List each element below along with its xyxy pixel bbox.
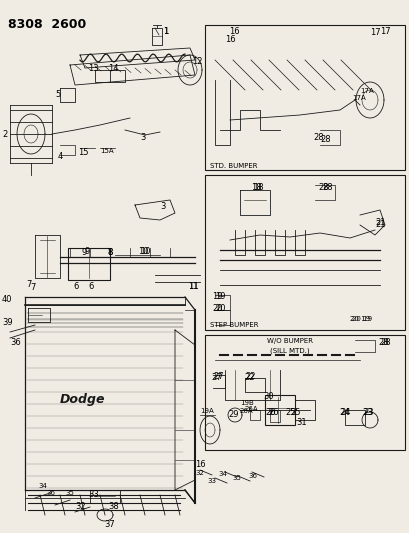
Text: 8: 8 [107,248,112,257]
Text: 10: 10 [138,247,148,256]
Text: 15: 15 [78,148,88,157]
Text: (SILL MTD.): (SILL MTD.) [270,347,309,353]
Text: 26A: 26A [239,408,253,414]
Text: 35: 35 [65,490,74,496]
Text: 4: 4 [58,152,63,161]
Text: 2: 2 [2,130,7,139]
Text: 15A: 15A [100,148,113,154]
Text: 19: 19 [211,292,222,301]
Text: 18: 18 [250,183,261,192]
Text: 10: 10 [139,247,150,256]
Text: 27: 27 [213,372,223,381]
Text: 32: 32 [75,502,85,511]
Text: 11: 11 [188,282,198,291]
Text: 16: 16 [225,35,235,44]
Text: 17: 17 [379,27,390,36]
Text: 8308  2600: 8308 2600 [8,18,86,31]
Text: 8: 8 [107,248,112,257]
Text: 9: 9 [85,247,90,256]
Text: 1: 1 [163,27,168,36]
Text: 28: 28 [319,135,330,144]
Text: 14: 14 [108,64,118,73]
Text: 11: 11 [188,282,198,291]
Text: 24: 24 [338,408,348,417]
Text: 32: 32 [195,470,203,476]
Text: 34: 34 [218,471,226,477]
Text: 16: 16 [195,460,205,469]
Text: 31: 31 [295,418,306,427]
Text: 12: 12 [191,57,202,66]
Text: 7: 7 [26,280,31,289]
Text: 3: 3 [160,202,165,211]
Text: W/O BUMPER: W/O BUMPER [266,338,312,344]
Text: 36: 36 [46,490,55,496]
Text: 22: 22 [245,372,255,381]
Text: 28: 28 [321,183,332,192]
Text: STEP BUMPER: STEP BUMPER [209,322,258,328]
Text: 29: 29 [227,410,238,419]
Text: 33: 33 [207,478,216,484]
Text: 26: 26 [267,408,278,417]
Bar [264,395,294,425]
Text: 36: 36 [10,338,21,347]
Text: 28: 28 [317,183,328,192]
Text: 21: 21 [374,218,384,227]
Text: STD. BUMPER: STD. BUMPER [209,163,257,169]
Text: 23: 23 [362,408,373,417]
Text: 17: 17 [369,28,380,37]
Text: 20 19: 20 19 [349,316,369,322]
Text: 25: 25 [284,408,295,417]
Text: 33: 33 [88,490,99,499]
Bar [204,175,404,330]
Text: 26: 26 [264,408,275,417]
Text: 5: 5 [55,90,60,99]
Text: 22: 22 [243,373,254,382]
Text: 17A: 17A [359,88,373,94]
Text: 36: 36 [247,473,256,479]
Text: 24: 24 [339,408,350,417]
Text: 7: 7 [30,283,35,292]
Text: 6: 6 [88,282,93,291]
Bar [204,25,404,170]
Text: 20: 20 [211,304,222,313]
Text: 18: 18 [252,183,263,192]
Text: 28: 28 [312,133,323,142]
Text: 19B: 19B [239,400,253,406]
Text: 16: 16 [229,27,239,36]
Text: Dodge: Dodge [60,393,105,407]
Text: 19: 19 [214,292,225,301]
Text: 40: 40 [2,295,12,304]
Bar [204,335,404,450]
Text: 27: 27 [211,373,221,382]
Text: 25: 25 [289,408,300,417]
Text: 28: 28 [379,338,390,347]
Text: 38: 38 [108,502,119,511]
Text: 26A: 26A [245,406,258,412]
Text: 23: 23 [361,408,372,417]
Text: 19A: 19A [200,408,213,414]
Text: 6: 6 [73,282,78,291]
Text: 3: 3 [139,133,145,142]
Text: 39: 39 [2,318,13,327]
Text: 1: 1 [163,27,168,36]
Text: 34: 34 [38,483,47,489]
Text: 37: 37 [104,520,115,529]
Text: 21: 21 [374,220,384,229]
Text: 35: 35 [231,475,240,481]
Text: 20: 20 [214,304,225,313]
Text: 9: 9 [82,248,87,257]
Text: 20 19: 20 19 [351,316,371,322]
Text: 28: 28 [377,338,388,347]
Bar [68,248,110,280]
Text: 13: 13 [88,64,99,73]
Text: 17A: 17A [351,95,365,101]
Text: 30: 30 [262,392,273,401]
